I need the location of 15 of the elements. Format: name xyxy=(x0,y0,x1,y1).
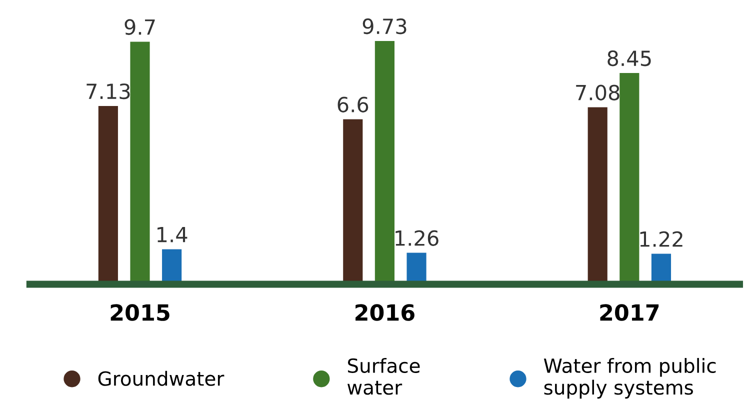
data-label: 8.45 xyxy=(608,50,651,66)
x-tick-label: 2017 xyxy=(600,304,659,321)
data-label: 1.4 xyxy=(158,226,188,242)
data-label: 6.6 xyxy=(338,96,368,112)
x-tick-label: 2016 xyxy=(356,304,414,321)
data-label: 7.13 xyxy=(86,83,130,100)
data-label: 1.26 xyxy=(396,230,438,246)
data-label: 9.7 xyxy=(124,19,155,35)
data-label: 9.73 xyxy=(362,18,406,34)
legend-label: Groundwater xyxy=(98,370,224,386)
legend-label: Surface water xyxy=(348,358,420,395)
legend-label: Water from public supply systems xyxy=(544,358,716,399)
data-label: 1.22 xyxy=(640,231,682,247)
x-tick-label: 2015 xyxy=(110,304,170,321)
data-label: 7.08 xyxy=(576,84,620,100)
